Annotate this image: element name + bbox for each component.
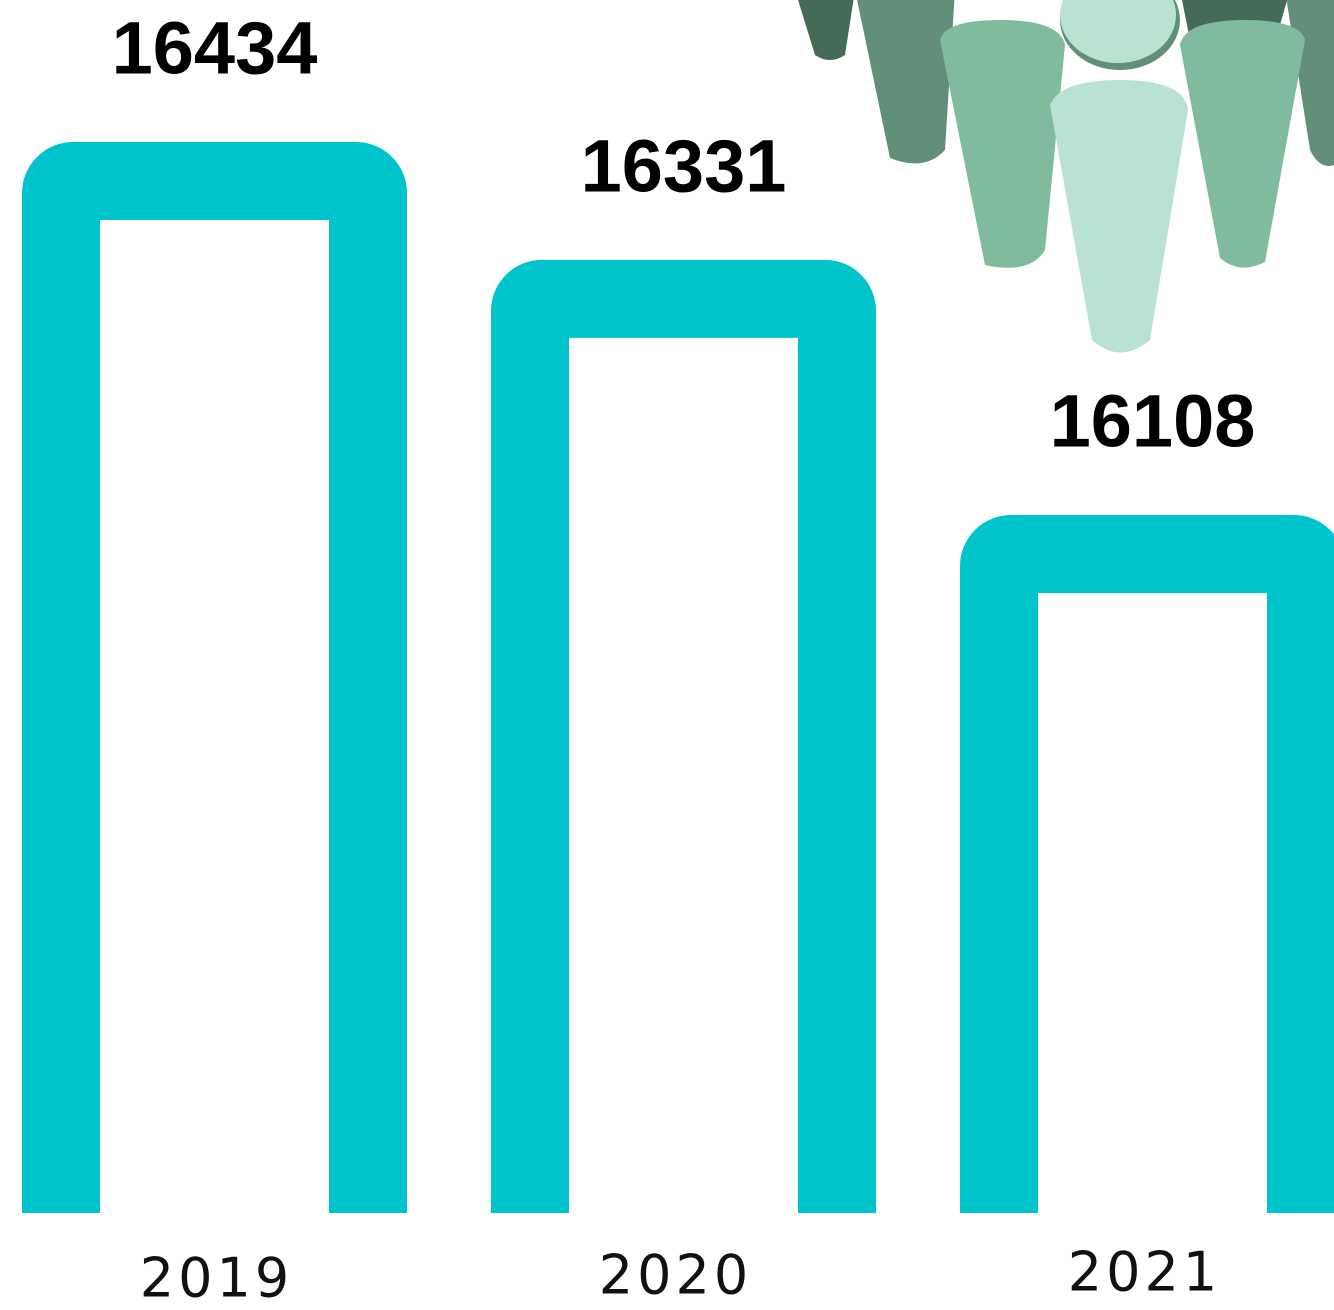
value-label: 16331 (581, 124, 787, 207)
value-label: 16434 (112, 7, 318, 90)
x-tick-label: 2021 (1068, 1241, 1221, 1304)
x-tick-label: 2019 (140, 1247, 293, 1310)
baseline-mask (0, 1213, 1334, 1310)
bar (22, 142, 407, 1310)
value-label: 16108 (1050, 380, 1256, 463)
people-icon (798, 0, 1334, 353)
bar (960, 515, 1334, 1310)
bar (491, 259, 876, 1310)
x-tick-label: 2020 (599, 1244, 752, 1307)
